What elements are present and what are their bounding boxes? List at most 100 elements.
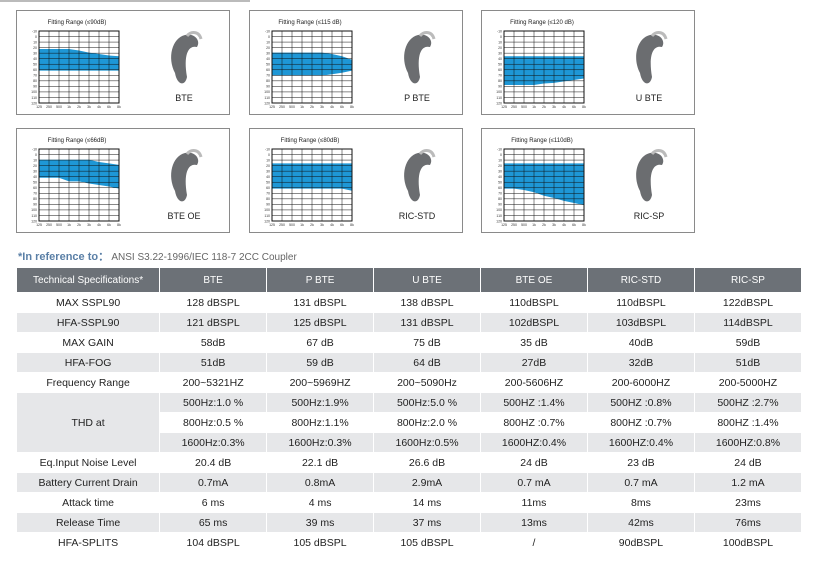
x-tick-label: 500 — [521, 223, 527, 227]
cell: 1600HZ:0.8% — [693, 432, 803, 453]
x-tick-label: 2k — [310, 105, 314, 109]
row: MAX GAIN 58dB 67 dB 75 dB 35 dB 40dB 59dB — [15, 332, 803, 353]
cell: 1600Hz:0.3% — [159, 432, 268, 453]
cell: 6 ms — [159, 492, 268, 513]
y-tick-label: 90 — [33, 203, 37, 207]
x-tick-label: 2k — [542, 223, 546, 227]
cell: 200~5321HZ — [159, 372, 268, 393]
y-tick-label: 0 — [500, 153, 502, 157]
x-tick-label: 4k — [562, 223, 566, 227]
device-body — [171, 34, 199, 84]
device-hook — [650, 149, 668, 158]
cell: 105 dBSPL — [373, 532, 481, 553]
y-tick-label: 20 — [498, 164, 502, 168]
x-tick-label: 1k — [300, 105, 304, 109]
header-cell: RIC-STD — [586, 267, 695, 293]
x-tick-label: 4k — [562, 105, 566, 109]
cell: 200-5606HZ — [480, 372, 588, 393]
y-tick-label: 90 — [266, 203, 270, 207]
x-tick-label: 6k — [107, 105, 111, 109]
x-tick-label: 8k — [582, 105, 586, 109]
card-svg: Fitting Range (≤66dB)-100102030405060708… — [31, 138, 203, 227]
y-tick-label: 40 — [33, 175, 37, 179]
x-tick-label: 3k — [320, 105, 324, 109]
fitting-title: Fitting Range (≤110dB) — [511, 138, 573, 144]
top-rule — [0, 0, 250, 2]
device-name: RIC-STD — [399, 211, 436, 221]
y-tick-label: 30 — [498, 169, 502, 173]
y-tick-label: 100 — [31, 208, 37, 212]
row-label: HFA-SSPL90 — [15, 312, 161, 333]
y-tick-label: 80 — [498, 79, 502, 83]
cell: 11ms — [480, 492, 588, 513]
y-tick-label: 0 — [500, 35, 502, 39]
y-tick-label: 100 — [496, 208, 502, 212]
cell: 200-5000HZ — [693, 372, 803, 393]
cell: 122dBSPL — [693, 292, 803, 313]
y-tick-label: 90 — [498, 85, 502, 89]
y-tick-label: 30 — [498, 51, 502, 55]
fitting-card: Fitting Range (≤66dB) -10 0 10 20 30 40 50 60 70 8… — [16, 128, 230, 233]
cell: 0.7 mA — [586, 472, 695, 493]
y-tick-label: 50 — [266, 181, 270, 185]
x-tick-label: 125 — [501, 105, 507, 109]
cell: 40dB — [586, 332, 695, 353]
y-tick-label: 80 — [266, 79, 270, 83]
y-tick-label: 60 — [33, 186, 37, 190]
cell: 131 dBSPL — [266, 292, 375, 313]
y-tick-label: 40 — [33, 57, 37, 61]
y-tick-label: -10 — [32, 29, 37, 33]
fitting-card: Fitting Range (≤120 dB) -10 0 10 20 30 40 50 60 7… — [481, 10, 695, 115]
cell: 138 dBSPL — [373, 292, 481, 313]
cell: 8ms — [586, 492, 695, 513]
fitting-card: Fitting Range (≤80dB) -10 0 10 20 30 40 50 60 70 8… — [249, 128, 463, 233]
y-tick-label: 70 — [266, 74, 270, 78]
device-name: BTE OE — [167, 211, 200, 221]
row: Battery Current Drain 0.7mA 0.8mA 2.9mA 0.7 … — [15, 472, 803, 493]
y-tick-label: 100 — [496, 90, 502, 94]
reference-text: ANSI S3.22-1996/IEC 118-7 2CC Coupler — [111, 252, 297, 263]
y-tick-label: -10 — [265, 29, 270, 33]
x-tick-label: 6k — [340, 105, 344, 109]
row-label: Release Time — [15, 512, 161, 533]
y-tick-label: 80 — [266, 197, 270, 201]
x-tick-label: 125 — [36, 105, 42, 109]
device-image — [636, 149, 668, 202]
row-label: Battery Current Drain — [15, 472, 161, 493]
row: HFA-SSPL90 121 dBSPL 125 dBSPL 131 dBSPL 102… — [15, 312, 803, 333]
y-tick-label: 90 — [266, 85, 270, 89]
x-tick-label: 500 — [289, 223, 295, 227]
x-tick-label: 8k — [350, 105, 354, 109]
cell: 102dBSPL — [480, 312, 588, 333]
row-label: Frequency Range — [15, 372, 161, 393]
cell: 103dBSPL — [586, 312, 695, 333]
cell: 27dB — [480, 352, 588, 373]
device-image — [404, 31, 436, 84]
x-tick-label: 1k — [532, 105, 536, 109]
x-tick-label: 125 — [36, 223, 42, 227]
cell: 59 dB — [266, 352, 375, 373]
device-name: RIC-SP — [634, 211, 665, 221]
cell: 1600Hz:0.3% — [266, 432, 375, 453]
x-tick-label: 250 — [46, 105, 52, 109]
x-tick-label: 250 — [511, 223, 517, 227]
device-hook — [650, 31, 668, 40]
cell: 2.9mA — [373, 472, 481, 493]
y-tick-label: 70 — [498, 192, 502, 196]
row: Attack time 6 ms 4 ms 14 ms 11ms 8ms 23ms — [15, 492, 803, 513]
cell: 800Hz:1.1% — [266, 412, 375, 433]
y-tick-label: 10 — [266, 40, 270, 44]
cell: 500Hz:1.9% — [266, 392, 375, 413]
cell: 800HZ :0.7% — [480, 412, 588, 433]
y-tick-label: 10 — [266, 158, 270, 162]
cell: 105 dBSPL — [266, 532, 375, 553]
header-cell: U BTE — [373, 267, 481, 293]
y-tick-label: 40 — [266, 175, 270, 179]
y-tick-label: 10 — [33, 40, 37, 44]
cell: 13ms — [480, 512, 588, 533]
row-label: HFA-FOG — [15, 352, 161, 373]
cell: 1600Hz:0.5% — [373, 432, 481, 453]
header-cell: RIC-SP — [693, 267, 803, 293]
